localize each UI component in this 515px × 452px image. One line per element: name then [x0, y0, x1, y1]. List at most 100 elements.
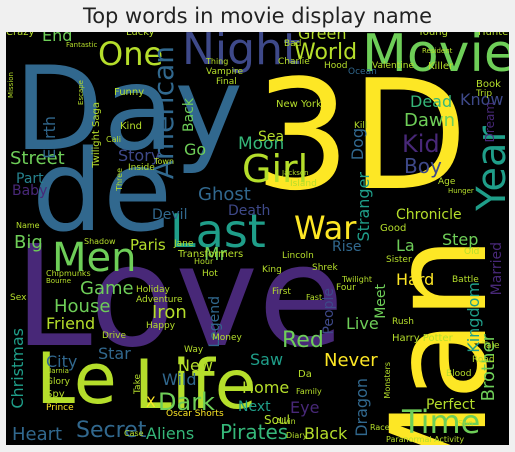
word-king: King	[262, 265, 282, 275]
word-eye: Eye	[290, 398, 320, 417]
word-devil: Devil	[152, 207, 188, 223]
word-rush: Rush	[392, 317, 414, 327]
word-dawn: Dawn	[404, 110, 456, 131]
word-perfect: Perfect	[426, 397, 476, 413]
word-four: Four	[336, 283, 356, 293]
word-vampire: Vampire	[206, 67, 243, 77]
word-last: Last	[170, 204, 266, 258]
word-green: Green	[298, 32, 347, 43]
word-name: Name	[16, 221, 40, 230]
word-new: New	[178, 356, 213, 375]
word-glory: Glory	[46, 377, 71, 387]
word-hard: Hard	[396, 270, 435, 289]
word-cali: Cali	[106, 135, 121, 144]
word-de: de	[32, 127, 172, 257]
word-saw: Saw	[250, 350, 284, 369]
word-love: Love	[14, 216, 345, 379]
word-bad: Bad	[284, 39, 302, 49]
word-moon: Moon	[238, 134, 285, 154]
word-house: House	[54, 296, 111, 317]
word-twilight-saga: Twilight Saga	[91, 102, 102, 168]
word-young: Young	[418, 32, 448, 38]
word-chipmunks: Chipmunks	[46, 269, 91, 278]
word-one: One	[98, 35, 164, 73]
word-story: Story	[118, 146, 161, 165]
word-iron: Iron	[152, 302, 187, 323]
word-kill: Kill	[354, 121, 368, 131]
word-holiday: Holiday	[136, 285, 170, 295]
word-prince: Prince	[46, 403, 74, 413]
word-sun: Sun	[458, 419, 474, 428]
word-blood: Blood	[446, 369, 472, 379]
word-town: Town	[154, 157, 175, 166]
word-sea: Sea	[258, 129, 285, 145]
word-road: Road	[472, 355, 495, 365]
word-lincoln: Lincoln	[282, 251, 314, 261]
word-shadow: Shadow	[84, 237, 116, 246]
word-baby: Baby	[12, 183, 48, 199]
word-harry-potter: Harry Potter	[392, 333, 453, 344]
word-death: Death	[228, 203, 271, 219]
word-race: Race	[370, 423, 390, 432]
word-sister: Sister	[386, 255, 412, 265]
word-earth: Earth	[40, 116, 59, 159]
word-kingdom: Kingdom	[464, 282, 483, 353]
word-back: Back	[181, 98, 197, 132]
word-book: Book	[476, 79, 501, 90]
word-jackson: Jackson	[282, 169, 309, 177]
word-new-york: New York	[276, 99, 322, 110]
word-dragon: Dragon	[352, 378, 371, 437]
word-killer: Killer	[428, 61, 454, 72]
word-step: Step	[442, 230, 479, 249]
word-wild: Wild	[162, 370, 197, 389]
word-hot: Hot	[202, 269, 218, 279]
word-kid: Kid	[402, 130, 440, 158]
word-fantastic: Fantastic	[66, 41, 98, 49]
word-valentine: Valentine	[372, 61, 414, 71]
word-boy: Boy	[404, 154, 442, 178]
word-heart: Heart	[12, 424, 63, 445]
word-narnia: Narnia	[46, 367, 69, 375]
word-dark: Dark	[158, 388, 215, 416]
word-next: Next	[238, 399, 271, 415]
word-secret: Secret	[76, 418, 147, 443]
word-fast: Fast	[306, 293, 323, 302]
word-resident: Resident	[422, 47, 453, 55]
word-hood: Hood	[324, 61, 348, 71]
word-cloud: Day 3D de Love Man Movie Life Le Night O…	[6, 32, 509, 445]
word-aliens: Aliens	[146, 424, 195, 443]
word-lucky: Lucky	[126, 32, 155, 38]
word-forever: Forever	[46, 397, 73, 405]
word-adventure: Adventure	[136, 295, 183, 305]
word-street: Street	[10, 148, 65, 169]
word-men: Men	[52, 235, 137, 281]
word-home: Home	[242, 378, 290, 397]
word-la: La	[396, 236, 415, 255]
word-le: Le	[36, 338, 117, 420]
figure-title: Top words in movie display name	[82, 4, 433, 28]
word-3d: 3D	[254, 47, 468, 224]
word-dream: Dream	[483, 102, 497, 143]
word-stranger: Stranger	[354, 172, 373, 242]
word-know: Know	[460, 90, 504, 109]
word-soul: Soul	[264, 413, 290, 427]
word-game: Game	[80, 278, 134, 299]
word-alvin: Alvin	[276, 417, 296, 426]
word-thing: Thing	[206, 57, 229, 66]
word-hunger: Hunger	[448, 187, 474, 195]
word-shrek: Shrek	[312, 263, 338, 273]
word-dog: Dog	[348, 128, 367, 161]
word-battle: Battle	[452, 275, 479, 285]
word-da: Da	[298, 369, 312, 380]
word-friend: Friend	[46, 314, 96, 333]
word-transformers: Transformers	[178, 249, 244, 260]
word-tale: Tale	[482, 341, 500, 351]
word-final: Final	[216, 77, 237, 87]
word-bourne: Bourne	[46, 277, 72, 285]
word-escape: Escape	[77, 80, 85, 105]
word-take: Take	[133, 374, 143, 394]
word-old: Old	[464, 247, 480, 257]
word-x: X	[146, 395, 156, 411]
word-night: Night	[182, 32, 301, 75]
word-spy: Spy	[46, 389, 65, 400]
